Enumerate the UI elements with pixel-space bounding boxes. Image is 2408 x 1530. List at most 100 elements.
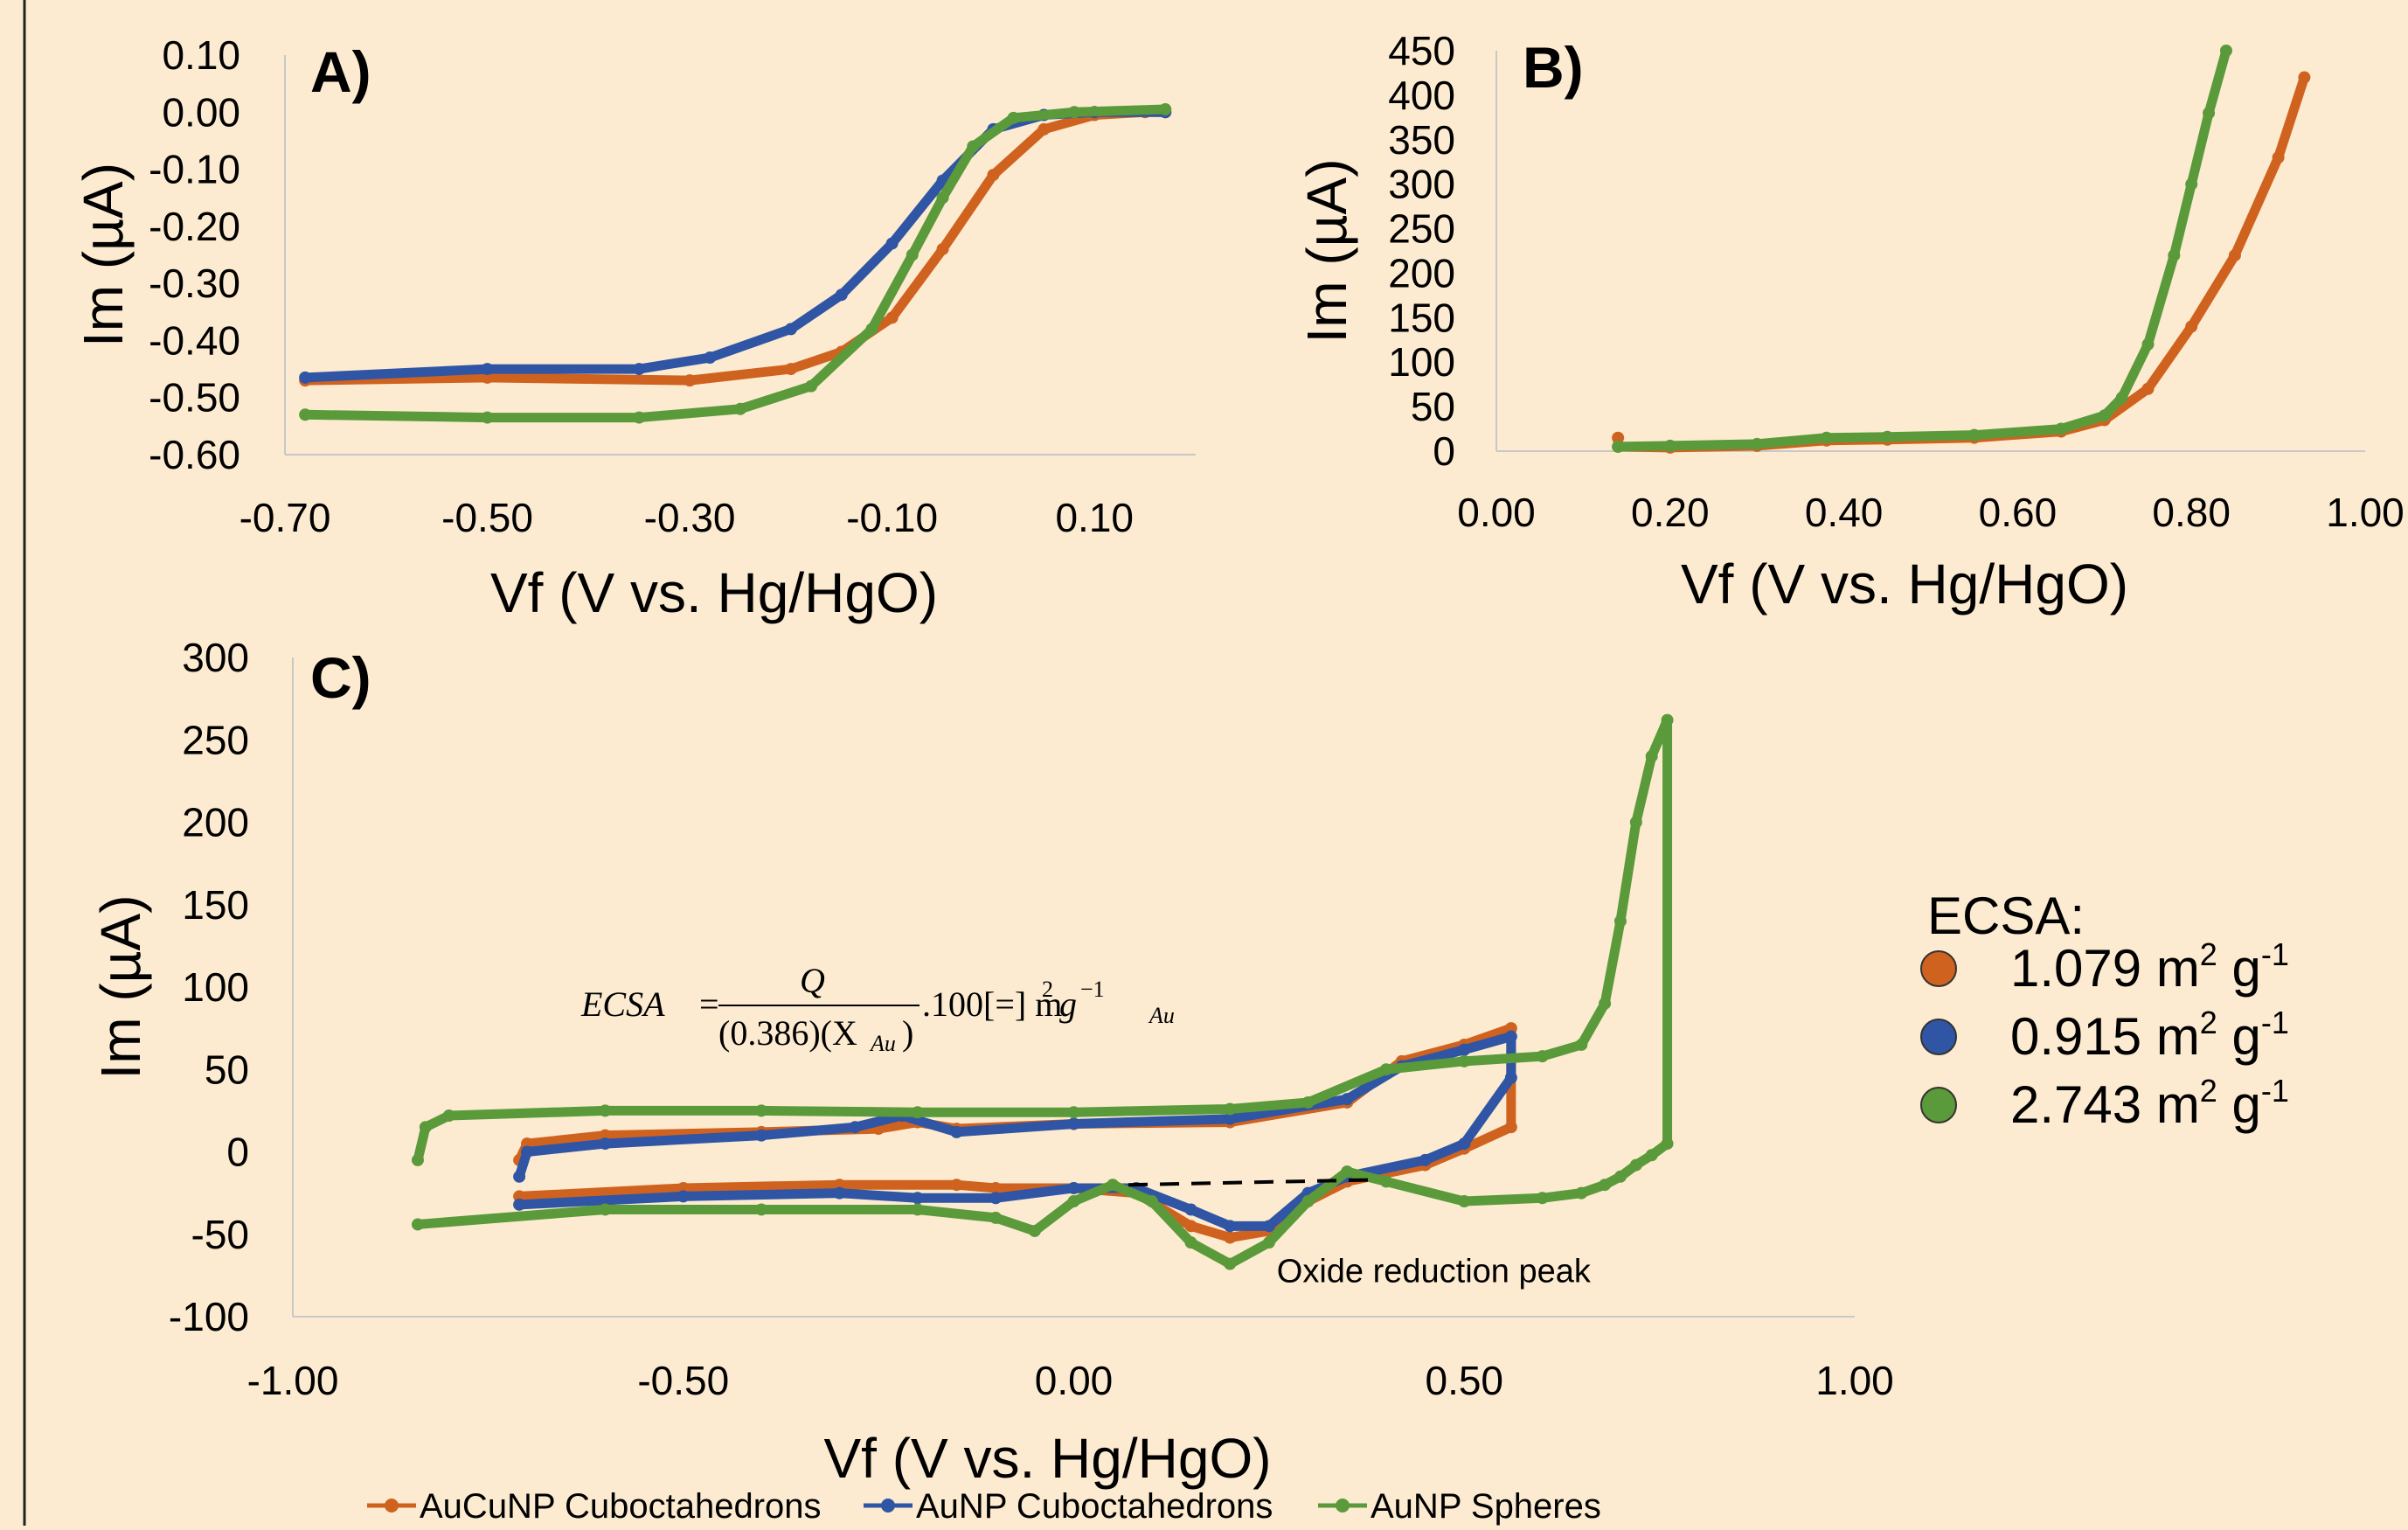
equation-tail-g: g bbox=[1059, 984, 1077, 1024]
panel-c-data-point bbox=[1067, 1117, 1080, 1130]
equation-numerator: Q bbox=[800, 961, 825, 1000]
panel-c-data-point bbox=[1504, 1121, 1517, 1134]
panel-b-data-point bbox=[1612, 440, 1625, 453]
panel-c-data-point bbox=[1224, 1112, 1237, 1125]
oxide-reduction-annotation: Oxide reduction peak bbox=[1277, 1253, 1592, 1290]
ecsa-legend-title: ECSA: bbox=[1927, 887, 2085, 945]
panel-a-y-tick-label: -0.10 bbox=[149, 147, 240, 192]
panel-a-data-point bbox=[784, 323, 797, 336]
panel-c-data-point bbox=[442, 1109, 455, 1123]
panel-a-x-tick-label: -0.30 bbox=[644, 495, 736, 540]
panel-c-data-point bbox=[1458, 1054, 1471, 1068]
ecsa-legend-marker bbox=[1920, 1019, 1957, 1055]
panel-b-data-point bbox=[2228, 249, 2241, 262]
panel-a-data-point bbox=[936, 242, 949, 255]
panel-a-data-point bbox=[481, 363, 494, 376]
panel-c-y-tick-label: 150 bbox=[182, 882, 249, 928]
panel-c-x-tick-label: 0.00 bbox=[1035, 1358, 1114, 1403]
panel-b-data-point bbox=[2185, 320, 2198, 333]
ecsa-legend-marker bbox=[1920, 950, 1957, 987]
panel-c-data-point bbox=[599, 1203, 612, 1216]
panel-a-data-point bbox=[885, 237, 899, 250]
panel-a-x-tick-label: -0.70 bbox=[239, 495, 331, 540]
panel-c-y-tick-label: 100 bbox=[182, 964, 249, 1010]
panel-a-data-point bbox=[865, 323, 878, 336]
panel-c-data-point bbox=[1028, 1224, 1041, 1237]
panel-c-data-point bbox=[1262, 1236, 1275, 1249]
panel-a-series-aunp-spheres bbox=[299, 103, 1172, 424]
panel-c-data-point bbox=[1458, 1137, 1471, 1151]
panel-c-data-point bbox=[911, 1106, 924, 1119]
panel-b-data-point bbox=[1751, 437, 1764, 450]
panel-c-data-point bbox=[1458, 1043, 1471, 1056]
panel-a-data-point bbox=[299, 371, 312, 384]
panel-b-data-point bbox=[1612, 431, 1625, 444]
panel-c-series-aunp-spheres bbox=[411, 713, 1674, 1270]
panel-c-data-point bbox=[1067, 1195, 1080, 1208]
panel-b-y-tick-label: 250 bbox=[1388, 206, 1455, 252]
panel-c-data-point bbox=[1341, 1093, 1354, 1106]
series-legend-item-aunp-spheres: AuNP Spheres bbox=[1318, 1487, 1601, 1526]
series-legend-item-aucunp-cuboctahedrons: AuCuNP Cuboctahedrons bbox=[367, 1487, 822, 1526]
panel-a-y-tick-label: 0.00 bbox=[162, 89, 240, 135]
panel-c-data-point bbox=[1629, 1158, 1642, 1172]
panel-a-x-tick-label: -0.50 bbox=[441, 495, 533, 540]
panel-c-data-point bbox=[1458, 1195, 1471, 1208]
panel-c-y-tick-label: 250 bbox=[182, 717, 249, 762]
panel-c-data-point bbox=[755, 1104, 768, 1117]
panel-b-y-tick-label: 100 bbox=[1388, 339, 1455, 385]
panel-a-data-point bbox=[784, 363, 797, 376]
series-legend-marker bbox=[1336, 1499, 1350, 1513]
panel-a-y-axis-title: Im (µA) bbox=[72, 163, 135, 347]
panel-b-data-point bbox=[2168, 249, 2181, 262]
equation-tail-sup: 2 bbox=[1042, 977, 1053, 1002]
panel-c-data-point bbox=[1224, 1231, 1237, 1244]
panel-b-data-point bbox=[2219, 45, 2232, 57]
panel-c-data-point bbox=[1107, 1179, 1120, 1192]
panel-c-data-point bbox=[1184, 1236, 1197, 1249]
panel-b-data-point bbox=[1967, 428, 1981, 442]
panel-a-data-point bbox=[967, 140, 980, 153]
panel-a-y-tick-label: -0.60 bbox=[149, 432, 240, 477]
panel-c-data-point bbox=[1613, 915, 1627, 928]
panel-c-data-point bbox=[1262, 1220, 1275, 1233]
panel-b-data-point bbox=[2203, 107, 2216, 120]
ecsa-legend-item: 1.079 m2 g-1 bbox=[1920, 936, 2289, 998]
panel-a-data-point bbox=[906, 248, 919, 261]
panel-a-data-point bbox=[481, 371, 494, 384]
panel-c-data-point bbox=[1067, 1181, 1080, 1194]
equation-lhs: ECSA bbox=[580, 984, 665, 1024]
series-legend-marker bbox=[385, 1499, 399, 1513]
panel-b-y-tick-label: 400 bbox=[1388, 73, 1455, 118]
panel-a-data-point bbox=[987, 169, 1000, 182]
equation-denominator: (0.386)(X bbox=[718, 1013, 857, 1053]
series-legend-label: AuCuNP Cuboctahedrons bbox=[420, 1487, 822, 1526]
panel-a-x-tick-label: -0.10 bbox=[846, 495, 938, 540]
panel-c-data-point bbox=[1575, 1186, 1588, 1200]
series-legend-label: AuNP Cuboctahedrons bbox=[916, 1487, 1273, 1526]
panel-c-data-point bbox=[411, 1218, 424, 1231]
panel-a-data-point bbox=[936, 191, 949, 205]
panel-c-data-point bbox=[1419, 1153, 1432, 1166]
panel-a-y-tick-label: 0.10 bbox=[162, 32, 240, 78]
panel-c-y-tick-label: 200 bbox=[182, 800, 249, 845]
panel-a-data-point bbox=[1068, 106, 1081, 119]
panel-c-data-point bbox=[1661, 713, 1674, 727]
panel-c-data-point bbox=[1599, 997, 1612, 1010]
panel-c-y-tick-label: 0 bbox=[226, 1130, 249, 1175]
ecsa-legend-item: 2.743 m2 g-1 bbox=[1920, 1073, 2289, 1134]
panel-c-series-line bbox=[514, 1023, 1516, 1243]
panel-a-data-point bbox=[633, 411, 646, 424]
panel-b-data-point bbox=[1663, 439, 1676, 452]
panel-b-data-point bbox=[1820, 431, 1833, 444]
panel-c-data-point bbox=[911, 1192, 924, 1205]
panel-b-x-tick-label: 0.00 bbox=[1457, 490, 1536, 535]
panel-c-data-point bbox=[1145, 1195, 1158, 1208]
equation-denominator-close: ) bbox=[902, 1013, 913, 1053]
panel-c-data-point bbox=[1536, 1050, 1549, 1063]
panel-b: 0.00 0.20 0.40 0.60 0.80 1.00 4504003503002502… bbox=[1295, 28, 2405, 615]
panel-c-data-point bbox=[755, 1129, 768, 1142]
panel-c-data-point bbox=[950, 1179, 963, 1192]
panel-a-y-tick-label: -0.40 bbox=[149, 317, 240, 363]
panel-c-data-point bbox=[1504, 1071, 1517, 1084]
